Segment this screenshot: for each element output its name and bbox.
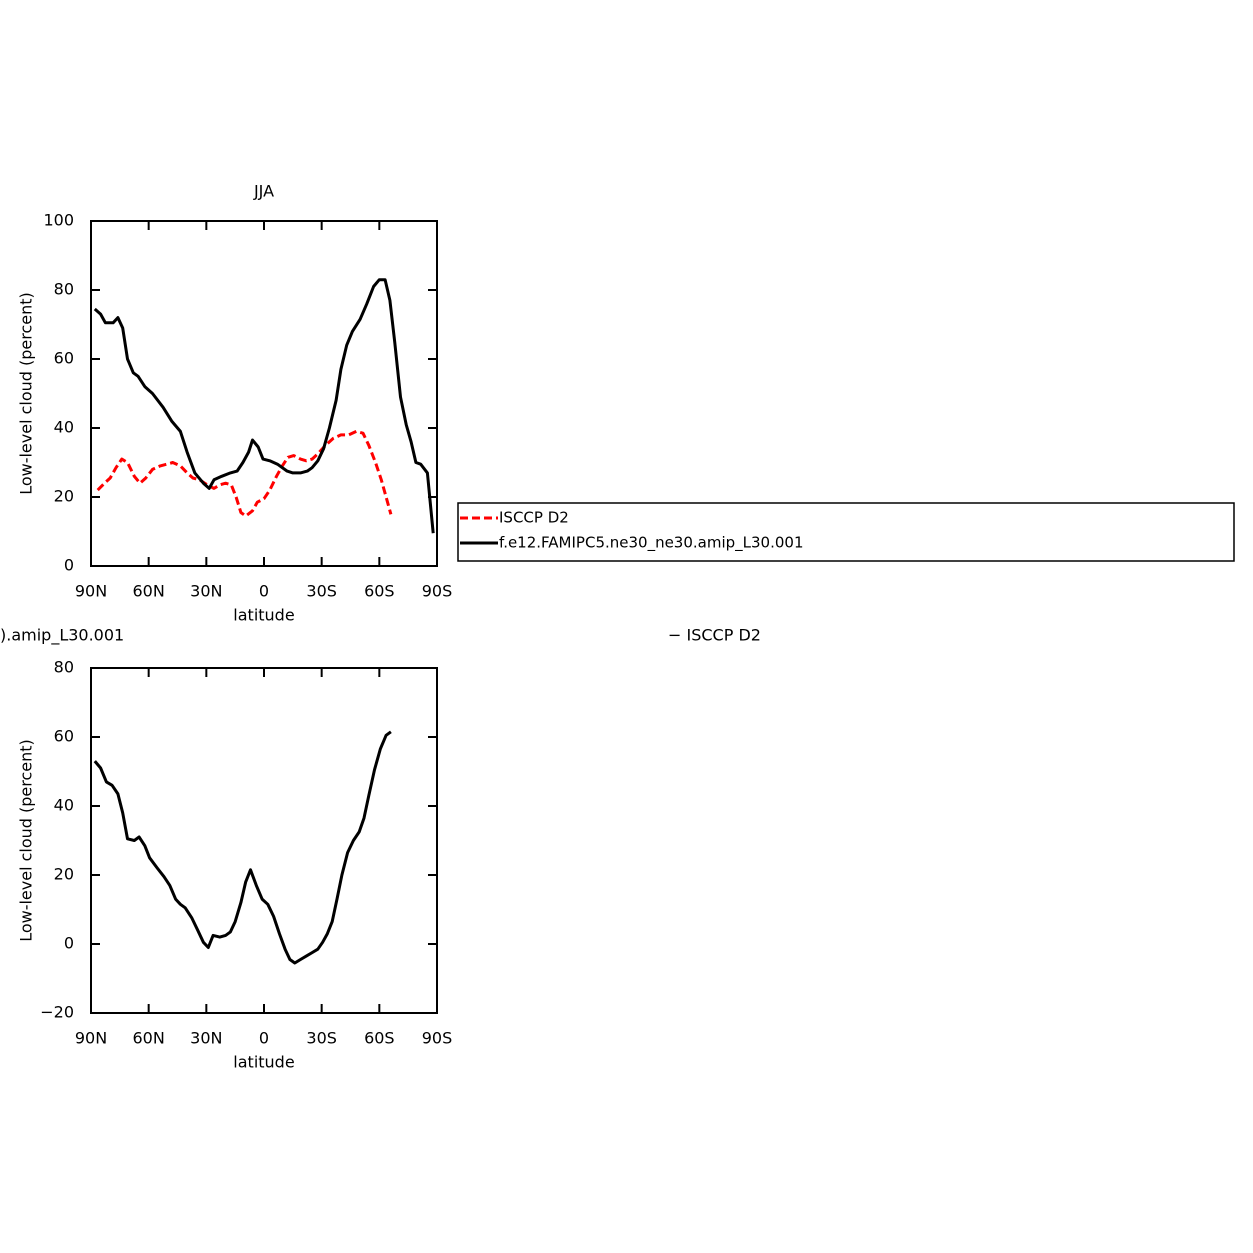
x-tick-label: 60S <box>364 582 395 601</box>
x-axis-label: latitude <box>233 606 294 625</box>
x-tick-label: 0 <box>259 1029 269 1048</box>
y-tick-label: 40 <box>54 796 74 815</box>
y-tick-label: 60 <box>54 349 74 368</box>
y-tick-label: 80 <box>54 658 74 677</box>
x-tick-label: 60N <box>133 1029 165 1048</box>
x-tick-label: 90S <box>422 1029 453 1048</box>
x-tick-label: 90S <box>422 582 453 601</box>
chart-title: ).amip_L30.001 <box>0 626 124 646</box>
x-tick-label: 30S <box>306 582 337 601</box>
chart-title: − ISCCP D2 <box>668 626 761 645</box>
legend-box <box>457 502 1235 562</box>
data-line <box>93 730 392 965</box>
x-tick-label: 30N <box>190 1029 222 1048</box>
x-tick-label: 90N <box>75 582 107 601</box>
x-tick-label: 30N <box>190 582 222 601</box>
x-tick-label: 90N <box>75 1029 107 1048</box>
y-axis-label: Low-level cloud (percent) <box>17 739 36 942</box>
y-tick-label: 100 <box>43 211 74 230</box>
x-tick-label: 60S <box>364 1029 395 1048</box>
y-tick-label: 60 <box>54 727 74 746</box>
y-tick-label: −20 <box>40 1003 74 1022</box>
legend-label: f.e12.FAMIPC5.ne30_ne30.amip_L30.001 <box>499 534 804 553</box>
y-axis-label: Low-level cloud (percent) <box>17 292 36 495</box>
legend-label: ISCCP D2 <box>499 509 569 527</box>
x-tick-label: 60N <box>133 582 165 601</box>
plot-frame <box>90 667 438 1014</box>
plot-frame <box>90 220 438 567</box>
x-axis-label: latitude <box>233 1053 294 1072</box>
y-tick-label: 0 <box>64 556 74 575</box>
y-tick-label: 80 <box>54 280 74 299</box>
y-tick-label: 40 <box>54 418 74 437</box>
x-tick-label: 0 <box>259 582 269 601</box>
chart-title: JJA <box>253 182 274 201</box>
y-tick-label: 20 <box>54 487 74 506</box>
data-line <box>96 429 393 518</box>
y-tick-label: 20 <box>54 865 74 884</box>
data-line <box>93 278 435 534</box>
y-tick-label: 0 <box>64 934 74 953</box>
x-tick-label: 30S <box>306 1029 337 1048</box>
